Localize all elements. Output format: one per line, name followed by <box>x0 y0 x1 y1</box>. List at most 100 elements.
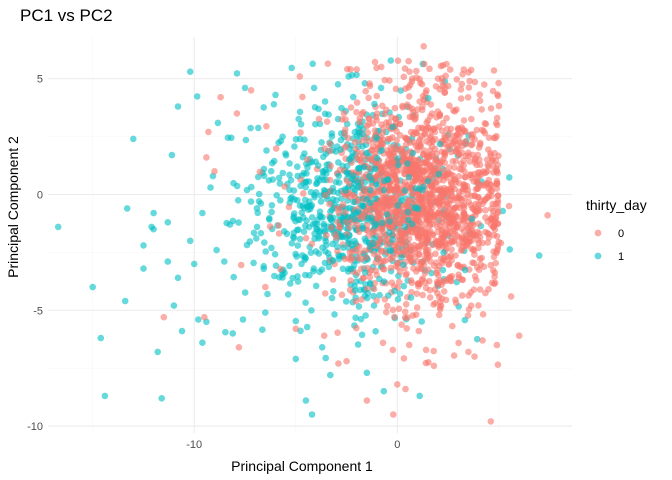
data-point-series-1 <box>461 316 469 324</box>
data-point-series-0 <box>322 191 329 199</box>
data-point-series-1 <box>370 240 377 248</box>
data-point-series-0 <box>296 73 304 80</box>
data-point-series-0 <box>476 156 483 164</box>
data-point-series-1 <box>373 154 381 162</box>
data-point-series-0 <box>272 145 280 152</box>
data-point-series-0 <box>363 122 371 130</box>
data-point-series-1 <box>140 242 147 249</box>
data-point-series-0 <box>389 346 397 354</box>
data-point-series-1 <box>221 258 228 265</box>
data-point-series-0 <box>479 168 487 175</box>
data-point-series-1 <box>302 178 309 186</box>
data-point-series-0 <box>438 158 445 165</box>
data-point-series-0 <box>477 261 485 268</box>
data-point-series-1 <box>291 143 298 150</box>
data-point-series-0 <box>426 294 434 301</box>
data-point-series-1 <box>330 188 337 195</box>
data-point-series-0 <box>363 397 371 404</box>
data-point-series-0 <box>425 253 432 261</box>
data-point-series-1 <box>279 133 286 140</box>
data-point-series-1 <box>262 309 269 316</box>
data-point-series-0 <box>436 86 444 93</box>
data-point-series-0 <box>408 279 416 287</box>
data-point-series-0 <box>415 245 423 252</box>
data-point-series-1 <box>357 315 365 323</box>
data-point-series-1 <box>286 262 293 270</box>
data-point-series-1 <box>325 111 332 118</box>
data-point-series-0 <box>446 229 454 237</box>
data-point-series-1 <box>329 257 336 265</box>
data-point-series-0 <box>381 266 388 273</box>
data-point-series-0 <box>443 114 450 122</box>
y-axis-title: Principal Component 2 <box>5 136 21 278</box>
data-point-series-1 <box>284 291 292 298</box>
data-point-series-1 <box>343 169 351 176</box>
data-point-series-0 <box>326 140 334 148</box>
data-point-series-1 <box>306 272 313 279</box>
data-point-series-0 <box>451 185 459 193</box>
data-point-series-0 <box>360 274 368 282</box>
data-point-series-0 <box>482 214 489 221</box>
data-point-series-0 <box>492 168 500 175</box>
data-point-series-0 <box>416 211 423 218</box>
data-point-series-1 <box>308 307 315 314</box>
data-point-series-0 <box>233 110 241 117</box>
data-point-series-1 <box>313 180 320 188</box>
data-point-series-0 <box>367 147 375 154</box>
data-point-series-0 <box>485 230 493 238</box>
data-point-series-1 <box>404 208 412 216</box>
data-point-series-1 <box>400 261 407 269</box>
data-point-series-0 <box>425 216 432 224</box>
data-point-series-0 <box>417 141 424 148</box>
data-point-series-0 <box>401 178 409 186</box>
data-point-series-0 <box>160 313 168 321</box>
data-point-series-0 <box>378 121 385 128</box>
data-point-series-1 <box>121 297 129 305</box>
data-point-series-1 <box>342 187 349 194</box>
legend-title: thirty_day <box>586 197 647 213</box>
data-point-series-0 <box>237 261 245 269</box>
data-point-series-0 <box>494 91 501 98</box>
data-point-series-1 <box>263 147 270 154</box>
data-point-series-1 <box>254 124 262 132</box>
data-point-series-0 <box>445 261 453 268</box>
data-point-series-1 <box>302 397 310 404</box>
data-point-series-0 <box>329 276 337 283</box>
data-point-series-1 <box>359 225 367 232</box>
data-point-series-1 <box>349 172 357 179</box>
data-point-series-0 <box>431 286 439 293</box>
data-point-series-0 <box>469 259 476 267</box>
data-point-series-0 <box>436 306 444 313</box>
data-point-series-0 <box>478 106 486 113</box>
data-point-series-0 <box>434 209 441 217</box>
data-point-series-1 <box>318 139 325 146</box>
data-point-series-1 <box>292 317 300 325</box>
data-point-series-1 <box>207 184 214 191</box>
data-point-series-0 <box>441 89 449 96</box>
data-point-series-1 <box>350 180 358 188</box>
data-point-series-0 <box>415 283 422 290</box>
data-point-series-0 <box>383 308 390 316</box>
data-point-series-1 <box>164 219 172 226</box>
data-point-series-1 <box>395 161 402 169</box>
data-point-series-1 <box>359 143 367 150</box>
data-point-series-1 <box>345 213 352 221</box>
data-point-series-1 <box>260 262 268 270</box>
data-point-series-1 <box>332 178 340 186</box>
data-point-series-0 <box>401 308 409 316</box>
data-point-series-1 <box>380 387 388 395</box>
data-point-series-0 <box>515 332 523 340</box>
data-point-series-0 <box>235 344 243 351</box>
data-point-series-0 <box>435 311 443 319</box>
data-point-series-0 <box>434 75 442 82</box>
data-point-series-0 <box>354 254 362 262</box>
data-point-series-0 <box>378 225 385 233</box>
data-point-series-1 <box>241 84 249 92</box>
data-point-series-1 <box>391 287 398 295</box>
data-point-series-0 <box>342 143 350 150</box>
data-point-series-1 <box>275 174 283 182</box>
data-point-series-0 <box>465 306 473 313</box>
data-point-series-0 <box>489 267 497 274</box>
data-point-series-1 <box>174 103 182 110</box>
data-point-series-1 <box>304 206 312 213</box>
